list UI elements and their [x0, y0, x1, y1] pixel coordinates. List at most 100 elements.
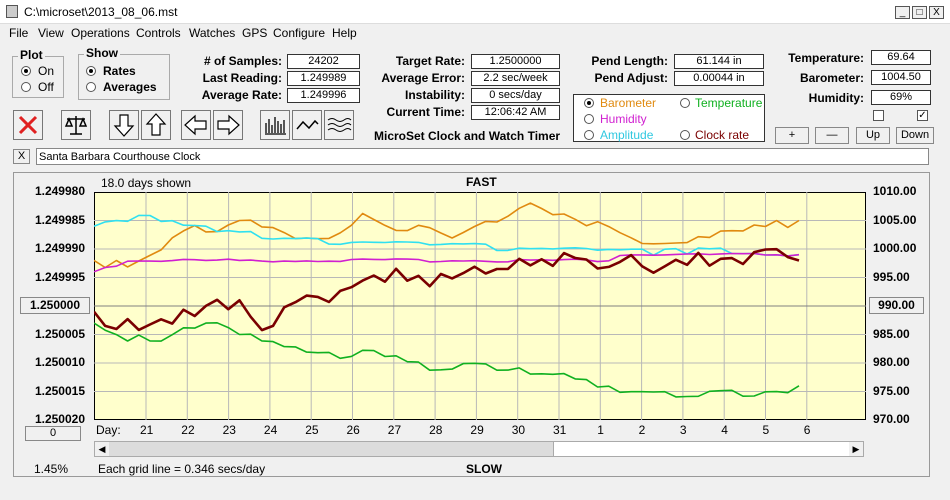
- minimize-button[interactable]: _: [895, 6, 910, 19]
- fast-label: FAST: [466, 175, 497, 189]
- day-tick-label: 23: [222, 423, 236, 437]
- scroll-left-button[interactable]: [181, 110, 211, 140]
- day-tick-label: 22: [181, 423, 195, 437]
- pend-length-field: 61.144 in: [674, 54, 764, 69]
- average-error-field: 2.2 sec/week: [471, 71, 560, 86]
- day-tick-label: 21: [140, 423, 154, 437]
- day-tick-label: 5: [762, 423, 770, 437]
- day-tick-label: 29: [470, 423, 484, 437]
- menu-help[interactable]: Help: [332, 26, 357, 40]
- amplitude-series-line: [94, 214, 800, 257]
- days-shown-label: 18.0 days shown: [101, 176, 192, 190]
- barometer-radio[interactable]: [584, 98, 594, 108]
- day-tick-label: 30: [511, 423, 526, 437]
- clock-rate-series-line: [94, 247, 800, 332]
- up-button[interactable]: Up: [856, 127, 890, 144]
- menu-controls[interactable]: Controls: [136, 26, 181, 40]
- clock-name-input[interactable]: Santa Barbara Courthouse Clock: [36, 148, 929, 165]
- menu-watches[interactable]: Watches: [189, 26, 236, 40]
- grid-note: Each grid line = 0.346 secs/day: [98, 462, 266, 476]
- clear-name-button[interactable]: X: [13, 149, 30, 164]
- amplitude-label: Amplitude: [600, 128, 654, 142]
- target-rate-field: 1.2500000: [471, 54, 560, 69]
- line-chart-button[interactable]: [292, 110, 322, 140]
- barometer-series-line: [94, 202, 800, 269]
- percent-label: 1.45%: [34, 462, 69, 476]
- day-tick-label: 3: [679, 423, 687, 437]
- scroll-left-arrow[interactable]: ◀: [95, 442, 109, 456]
- plot-off-radio[interactable]: [21, 82, 31, 92]
- checkbox-left[interactable]: [873, 110, 884, 121]
- arrow-left-icon: [184, 114, 207, 136]
- offset-button[interactable]: 0: [25, 426, 81, 441]
- day-tick-label: 6: [803, 423, 811, 437]
- average-rate-label: Average Rate:: [201, 88, 282, 102]
- humidity-reading-field: 69%: [871, 90, 931, 105]
- scroll-up-button[interactable]: [141, 110, 171, 140]
- down-button[interactable]: Down: [896, 127, 934, 144]
- scroll-right-button[interactable]: [213, 110, 243, 140]
- temperature-series-line: [94, 322, 800, 398]
- menu-gps[interactable]: GPS: [242, 26, 268, 40]
- clock-rate-radio[interactable]: [680, 130, 690, 140]
- plot-area: [94, 192, 866, 420]
- slow-label: SLOW: [466, 462, 502, 476]
- app-icon: [6, 5, 18, 18]
- smooth-chart-button[interactable]: [324, 110, 354, 140]
- multi-wave-icon: [327, 118, 352, 132]
- pend-adjust-label: Pend Adjust:: [594, 71, 668, 85]
- balance-button[interactable]: [61, 110, 91, 140]
- left-tick-label: 1.249985: [34, 212, 85, 227]
- stop-button[interactable]: [13, 110, 43, 140]
- instability-field: 0 secs/day: [471, 88, 560, 103]
- scroll-thumb[interactable]: [553, 442, 848, 456]
- right-center-button[interactable]: 990.00: [869, 297, 924, 314]
- show-rates-radio[interactable]: [86, 66, 96, 76]
- humidity-reading-label: Humidity:: [808, 91, 864, 105]
- left-tick-label: 1.250015: [34, 383, 85, 398]
- current-time-field: 12:06:42 AM: [471, 105, 560, 120]
- show-rates-label: Rates: [103, 64, 136, 78]
- title-bar: C:\microset\2013_08_06.mst _ □ X: [0, 0, 950, 24]
- left-tick-label: 1.249990: [34, 241, 85, 255]
- pend-length-label: Pend Length:: [591, 54, 668, 68]
- day-tick-label: 2: [638, 423, 646, 437]
- checkbox-right[interactable]: ✓: [917, 110, 928, 121]
- day-tick-label: 31: [553, 423, 567, 437]
- right-tick-label: 1005.00: [873, 212, 917, 227]
- arrow-up-icon: [145, 113, 167, 136]
- day-axis-label: Day:: [96, 423, 121, 437]
- show-averages-label: Averages: [103, 80, 157, 94]
- menu-configure[interactable]: Configure: [273, 26, 326, 40]
- scroll-down-button[interactable]: [109, 110, 139, 140]
- plot-on-radio[interactable]: [21, 66, 31, 76]
- scroll-track[interactable]: [109, 442, 553, 456]
- series-selector: Barometer Temperature Humidity Amplitude…: [573, 94, 765, 142]
- humidity-radio[interactable]: [584, 114, 594, 124]
- humidity-series-line: [94, 252, 800, 273]
- menu-view[interactable]: View: [38, 26, 64, 40]
- bar-chart-button[interactable]: [260, 110, 290, 140]
- maximize-button[interactable]: □: [912, 6, 927, 19]
- horizontal-scrollbar[interactable]: ◀ ▶: [94, 441, 864, 457]
- right-tick-label: 995.00: [873, 269, 910, 284]
- close-button[interactable]: X: [929, 6, 944, 19]
- plus-button[interactable]: +: [775, 127, 809, 144]
- day-tick-label: 25: [305, 423, 319, 437]
- right-tick-label: 985.00: [873, 326, 910, 341]
- instability-label: Instability:: [404, 88, 465, 102]
- left-tick-label: 1.250005: [34, 326, 85, 341]
- temperature-radio[interactable]: [680, 98, 690, 108]
- right-tick-label: 1000.00: [873, 241, 917, 255]
- arrow-down-icon: [113, 114, 135, 137]
- day-tick-label: 24: [263, 423, 278, 437]
- left-center-button[interactable]: 1.250000: [20, 297, 90, 314]
- show-averages-radio[interactable]: [86, 82, 96, 92]
- amplitude-radio[interactable]: [584, 130, 594, 140]
- scroll-right-arrow[interactable]: ▶: [849, 442, 863, 456]
- minus-button[interactable]: —: [815, 127, 849, 144]
- current-time-label: Current Time:: [386, 105, 465, 119]
- menu-file[interactable]: File: [9, 26, 29, 40]
- red-x-icon: [18, 115, 38, 135]
- menu-operations[interactable]: Operations: [71, 26, 130, 40]
